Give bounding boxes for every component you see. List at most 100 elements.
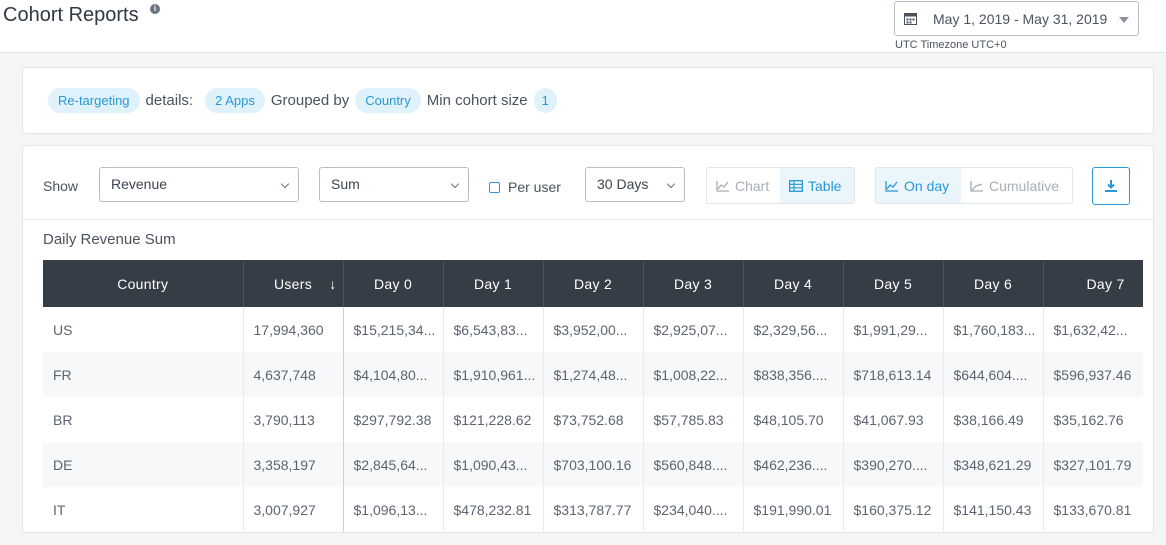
download-icon: [1105, 180, 1117, 192]
metric-value: Revenue: [111, 176, 168, 192]
value-cell: $15,215,34...: [343, 307, 444, 352]
table-row[interactable]: IT 3,007,927 $1,096,13... $478,232.81 $3…: [43, 487, 1143, 532]
cumulative-chart-icon: [970, 180, 983, 192]
column-header-label: Users: [273, 275, 313, 292]
table-row[interactable]: DE 3,358,197 $2,845,64... $1,090,43... $…: [43, 442, 1143, 487]
value-cell: $48,105.70: [743, 397, 844, 442]
value-cell: $560,848....: [643, 442, 744, 487]
report-summary: Re-targeting details: 2 Apps Grouped by …: [48, 88, 563, 113]
table-row[interactable]: FR 4,637,748 $4,104,80... $1,910,961... …: [43, 352, 1143, 397]
value-cell: $462,236....: [743, 442, 844, 487]
value-cell: $3,952,00...: [543, 307, 644, 352]
view-toggle: Chart Table: [706, 167, 855, 204]
users-cell: 3,790,113: [243, 397, 344, 442]
date-range-text: May 1, 2019 - May 31, 2019: [933, 10, 1108, 27]
value-cell: $121,228.62: [443, 397, 544, 442]
users-cell: 3,007,927: [243, 487, 344, 532]
column-header[interactable]: Day 7: [1043, 260, 1143, 307]
cohort-table: Country Users ↓ Day 0 Day 1 Day 2 Day 3 D…: [43, 260, 1143, 532]
country-cell: DE: [43, 442, 244, 487]
period-select[interactable]: 30 Days: [585, 167, 685, 202]
sort-down-icon[interactable]: ↓: [329, 276, 337, 292]
chart-view-button[interactable]: Chart: [707, 168, 780, 203]
value-cell: $718,613.14: [843, 352, 944, 397]
column-header[interactable]: Day 2: [543, 260, 644, 307]
value-cell: $1,274,48...: [543, 352, 644, 397]
table-icon: [789, 179, 803, 192]
value-cell: $348,621.29: [943, 442, 1044, 487]
value-cell: $4,104,80...: [343, 352, 444, 397]
value-cell: $191,990.01: [743, 487, 844, 532]
column-header[interactable]: Country: [43, 260, 244, 307]
value-cell: $644,604....: [943, 352, 1044, 397]
chevron-down-icon: [666, 179, 676, 189]
page-title: Cohort Reports: [3, 4, 139, 26]
info-icon[interactable]: i: [150, 4, 160, 14]
table-row[interactable]: US 17,994,360 $15,215,34... $6,543,83...…: [43, 307, 1143, 352]
download-button[interactable]: [1092, 167, 1130, 205]
value-cell: $41,067.93: [843, 397, 944, 442]
chevron-down-icon: [1119, 17, 1129, 23]
value-cell: $1,991,29...: [843, 307, 944, 352]
users-cell: 4,637,748: [243, 352, 344, 397]
value-cell: $703,100.16: [543, 442, 644, 487]
top-bar: Cohort Reports i May 1, 2019 - May 31, 2…: [0, 0, 1166, 53]
column-header[interactable]: Day 3: [643, 260, 744, 307]
details-label: details:: [145, 92, 194, 109]
value-cell: $38,166.49: [943, 397, 1044, 442]
users-cell: 3,358,197: [243, 442, 344, 487]
column-header[interactable]: Users ↓: [243, 260, 344, 307]
report-card: Show Revenue Sum Per user 30 Days Chart …: [22, 145, 1154, 533]
mode-toggle: On day Cumulative: [875, 167, 1073, 204]
value-cell: $478,232.81: [443, 487, 544, 532]
column-header[interactable]: Day 1: [443, 260, 544, 307]
period-value: 30 Days: [597, 176, 649, 192]
min-cohort-pill[interactable]: 1: [533, 88, 557, 113]
chart-label: Chart: [735, 177, 770, 194]
cumulative-button[interactable]: Cumulative: [961, 168, 1072, 203]
column-header[interactable]: Day 6: [943, 260, 1044, 307]
table-view-button[interactable]: Table: [780, 168, 854, 203]
column-header[interactable]: Day 4: [743, 260, 844, 307]
value-cell: $1,096,13...: [343, 487, 444, 532]
country-cell: BR: [43, 397, 244, 442]
value-cell: $234,040....: [643, 487, 744, 532]
apps-pill[interactable]: 2 Apps: [205, 88, 265, 113]
group-pill[interactable]: Country: [355, 88, 421, 113]
per-user-label: Per user: [508, 179, 561, 195]
value-cell: $2,845,64...: [343, 442, 444, 487]
value-cell: $596,937.46: [1043, 352, 1143, 397]
table-row[interactable]: BR 3,790,113 $297,792.38 $121,228.62 $73…: [43, 397, 1143, 442]
value-cell: $73,752.68: [543, 397, 644, 442]
country-cell: FR: [43, 352, 244, 397]
table-label: Table: [808, 177, 842, 194]
table-title: Daily Revenue Sum: [43, 231, 176, 248]
value-cell: $1,008,22...: [643, 352, 744, 397]
on-day-label: On day: [904, 177, 950, 194]
cohort-table-container[interactable]: Country Users ↓ Day 0 Day 1 Day 2 Day 3 D…: [43, 260, 1143, 532]
table-body: US 17,994,360 $15,215,34... $6,543,83...…: [43, 307, 1143, 532]
per-user-checkbox[interactable]: Per user: [489, 179, 561, 195]
table-header-row: Country Users ↓ Day 0 Day 1 Day 2 Day 3 D…: [43, 260, 1143, 307]
value-cell: $1,090,43...: [443, 442, 544, 487]
date-range-picker[interactable]: May 1, 2019 - May 31, 2019: [894, 1, 1139, 36]
value-cell: $160,375.12: [843, 487, 944, 532]
on-day-button[interactable]: On day: [876, 168, 961, 203]
type-pill[interactable]: Re-targeting: [48, 88, 140, 113]
value-cell: $390,270....: [843, 442, 944, 487]
value-cell: $2,329,56...: [743, 307, 844, 352]
country-cell: IT: [43, 487, 244, 532]
value-cell: $57,785.83: [643, 397, 744, 442]
users-cell: 17,994,360: [243, 307, 344, 352]
value-cell: $1,632,42...: [1043, 307, 1143, 352]
calendar-icon: [904, 13, 917, 25]
column-header[interactable]: Day 0: [343, 260, 444, 307]
timezone-label: UTC Timezone UTC+0: [895, 39, 1007, 51]
aggregation-select[interactable]: Sum: [319, 167, 469, 202]
area-chart-icon: [716, 180, 729, 192]
column-header[interactable]: Day 5: [843, 260, 944, 307]
metric-select[interactable]: Revenue: [99, 167, 299, 202]
controls-bar: Show Revenue Sum Per user 30 Days Chart …: [23, 146, 1153, 220]
checkbox-icon[interactable]: [489, 181, 500, 193]
chevron-down-icon: [450, 179, 460, 189]
